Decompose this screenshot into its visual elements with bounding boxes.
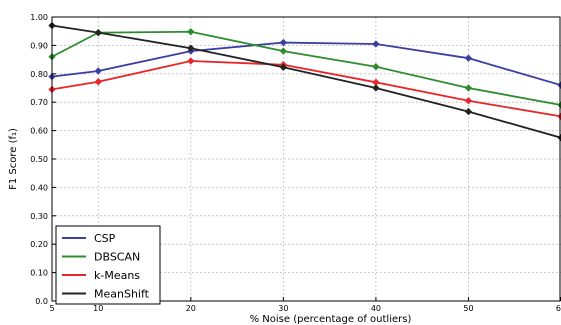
x-tick-label: 5 [49, 304, 54, 313]
legend: CSP DBSCAN k-Means MeanShift [56, 226, 160, 304]
legend-label-k-means: k-Means [94, 269, 140, 282]
series-meanshift [49, 22, 561, 141]
y-tick-label: 0.30 [30, 212, 48, 221]
data-point-dbscan [465, 85, 472, 92]
y-tick-label: 0.10 [30, 269, 48, 278]
x-tick-label: 10 [93, 304, 103, 313]
x-tick-label: 30 [278, 304, 288, 313]
y-tick-label: 0.60 [30, 127, 48, 136]
series-line-csp [52, 43, 561, 86]
data-point-k-means [95, 78, 102, 85]
y-tick-label: 1.00 [30, 13, 48, 22]
data-point-dbscan [280, 48, 287, 55]
x-tick-label: 50 [463, 304, 473, 313]
y-tick-label: 0.90 [30, 41, 48, 50]
y-tick-label: 0.70 [30, 98, 48, 107]
y-tick-label: 0.20 [30, 240, 48, 249]
data-point-dbscan [187, 28, 194, 35]
series-line-k-means [52, 61, 561, 116]
data-point-k-means [465, 97, 472, 104]
data-point-k-means [187, 58, 194, 65]
y-tick-label: 0.0 [35, 297, 48, 306]
x-tick-label: 20 [186, 304, 196, 313]
y-tick-label: 0.50 [30, 155, 48, 164]
data-point-csp [95, 68, 102, 75]
series-k-means [49, 58, 561, 120]
data-point-csp [280, 39, 287, 46]
data-point-csp [373, 41, 380, 48]
x-axis-title: % Noise (percentage of outliers) [250, 314, 412, 325]
data-point-csp [465, 55, 472, 62]
data-point-meanshift [465, 108, 472, 115]
x-tick-label: 60 [556, 304, 561, 313]
x-tick-label: 40 [371, 304, 381, 313]
legend-label-dbscan: DBSCAN [94, 251, 140, 264]
y-axis-title: F1 Score (f₁) [8, 128, 19, 190]
data-point-meanshift [95, 29, 102, 36]
series-csp [49, 39, 561, 88]
series-layer [49, 22, 561, 141]
data-point-meanshift [373, 85, 380, 92]
y-tick-label: 0.80 [30, 70, 48, 79]
y-tick-label: 0.40 [30, 183, 48, 192]
legend-label-csp: CSP [94, 232, 116, 245]
legend-label-meanshift: MeanShift [94, 288, 150, 301]
data-point-dbscan [373, 63, 380, 70]
